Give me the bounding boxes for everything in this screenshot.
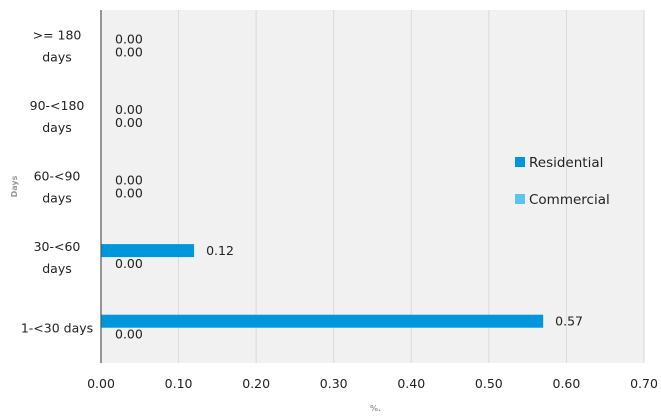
data-label: 0.00 bbox=[115, 115, 143, 130]
x-tick-label: 0.10 bbox=[165, 376, 193, 391]
bar-residential bbox=[101, 314, 544, 328]
data-label: 0.00 bbox=[115, 44, 143, 59]
x-tick-label: 0.00 bbox=[87, 376, 115, 391]
data-label: 0.00 bbox=[115, 102, 143, 117]
x-tick-label: 0.60 bbox=[553, 376, 581, 391]
bar-residential bbox=[101, 244, 195, 258]
y-tick-label: 60-<90 days bbox=[34, 169, 81, 206]
y-tick-label: 1-<30 days bbox=[21, 321, 93, 336]
data-label: 0.57 bbox=[555, 314, 583, 329]
x-axis-title: %. bbox=[370, 404, 381, 413]
y-axis-title: Days bbox=[10, 175, 19, 197]
plot-area bbox=[101, 10, 644, 363]
y-tick-label: 90-<180 days bbox=[30, 98, 85, 135]
x-tick-label: 0.40 bbox=[397, 376, 425, 391]
y-tick-label: >= 180 days bbox=[33, 27, 82, 64]
x-axis-ticks: 0.00 0.10 0.20 0.30 0.40 0.50 0.60 0.70 bbox=[87, 376, 658, 391]
data-label: 0.00 bbox=[115, 256, 143, 271]
legend-swatch bbox=[515, 157, 525, 167]
y-axis-ticks: >= 180 days 90-<180 days 60-<90 days 30-<60 day… bbox=[21, 27, 93, 335]
y-tick-label: 30-<60 days bbox=[34, 239, 81, 276]
x-tick-label: 0.70 bbox=[630, 376, 658, 391]
data-label: 0.00 bbox=[115, 327, 143, 342]
data-label: 0.12 bbox=[206, 243, 234, 258]
gridlines bbox=[178, 10, 645, 363]
bars bbox=[101, 244, 544, 328]
data-labels: 0.000.000.000.000.000.000.120.000.570.00 bbox=[115, 31, 583, 341]
data-label: 0.00 bbox=[115, 186, 143, 201]
legend-label: Residential bbox=[529, 155, 603, 171]
x-tick-label: 0.20 bbox=[242, 376, 270, 391]
legend-label: Commercial bbox=[529, 192, 610, 208]
data-label: 0.00 bbox=[115, 31, 143, 46]
x-tick-label: 0.50 bbox=[475, 376, 503, 391]
legend-swatch bbox=[515, 194, 525, 204]
x-tick-label: 0.30 bbox=[320, 376, 348, 391]
data-label: 0.00 bbox=[115, 173, 143, 188]
legend: Residential Commercial bbox=[515, 155, 610, 208]
